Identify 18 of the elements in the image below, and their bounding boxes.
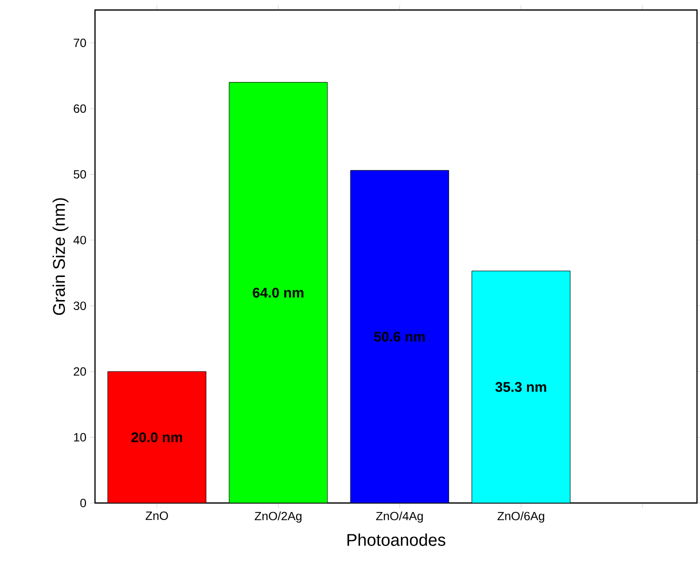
y-tick-label: 60 (74, 104, 86, 113)
y-tick-label: 40 (73, 236, 86, 244)
y-axis-title: Grain Size (nm) (52, 198, 68, 315)
x-tick-label: ZnO/2Ag (254, 512, 302, 523)
x-tick-label: ZnO/4Ag (376, 512, 423, 523)
x-tick-label: ZnO/6Ag (497, 512, 544, 523)
y-tick-label: 0 (80, 498, 86, 508)
data-label: 50.6 nm (374, 332, 425, 342)
x-tick-label: ZnO (146, 512, 168, 520)
x-axis-title: Photoanodes (347, 534, 446, 546)
data-label: 35.3 nm (495, 382, 546, 392)
y-tick-label: 20 (74, 367, 86, 376)
data-label: 20.0 nm (131, 432, 182, 442)
y-tick-label: 70 (74, 38, 86, 48)
data-label: 64.0 nm (252, 288, 304, 298)
y-tick-label: 50 (74, 170, 86, 179)
y-tick-label: 10 (74, 433, 86, 442)
y-tick-label: 30 (74, 302, 86, 310)
